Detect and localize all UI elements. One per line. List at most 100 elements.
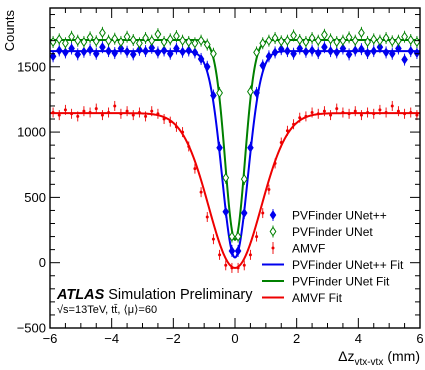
data-point	[80, 36, 88, 48]
data-point	[150, 109, 154, 113]
data-point	[378, 108, 382, 112]
legend-item: AMVF	[271, 242, 325, 256]
data-point	[351, 45, 359, 56]
data-point	[222, 206, 230, 217]
data-point	[185, 45, 193, 56]
y-tick-label: −500	[17, 321, 46, 336]
data-point	[247, 86, 254, 97]
data-point	[222, 172, 230, 183]
data-point	[205, 215, 209, 219]
data-point	[314, 35, 322, 46]
data-point	[259, 60, 267, 71]
data-point	[415, 113, 419, 117]
data-point	[353, 109, 357, 113]
data-point	[92, 48, 100, 59]
data-point	[255, 235, 259, 239]
x-tick-label: −6	[43, 331, 58, 346]
data-point	[240, 208, 248, 218]
data-point	[224, 263, 228, 267]
data-point	[304, 114, 308, 118]
data-point	[310, 110, 314, 114]
legend-swatch	[269, 210, 277, 220]
data-point	[218, 253, 222, 257]
data-point	[339, 35, 347, 46]
data-point	[308, 45, 316, 56]
data-point	[327, 46, 334, 57]
data-point	[321, 29, 328, 40]
data-point	[285, 129, 289, 133]
data-point	[185, 36, 193, 48]
data-point	[279, 141, 283, 145]
data-point	[366, 110, 370, 114]
x-tick-label: 2	[293, 331, 300, 346]
data-point	[137, 110, 141, 114]
data-point	[347, 112, 351, 116]
data-point	[168, 120, 172, 124]
data-point	[390, 104, 394, 108]
data-point	[70, 112, 74, 116]
data-point	[111, 48, 119, 58]
data-point	[271, 47, 279, 58]
legend-label: PVFinder UNet Fit	[292, 275, 390, 289]
data-point	[396, 109, 400, 113]
y-tick-label: 1500	[17, 59, 46, 74]
data-point	[290, 30, 297, 41]
data-point	[193, 167, 197, 171]
data-point	[216, 87, 223, 98]
data-point	[228, 246, 236, 256]
data-point	[99, 27, 106, 38]
data-point	[181, 130, 185, 134]
data-point	[199, 190, 203, 194]
x-tick-label: −2	[166, 331, 181, 346]
data-point	[341, 110, 345, 114]
data-point	[74, 35, 82, 46]
legend-item: AMVF Fit	[262, 291, 343, 305]
data-point	[372, 112, 376, 116]
data-point	[302, 46, 310, 57]
data-point	[82, 109, 86, 113]
data-point	[267, 188, 271, 192]
data-point	[74, 49, 82, 60]
legend: PVFinder UNet++ PVFinder UNet AMVF PVFinder…	[262, 209, 404, 305]
data-point	[384, 110, 388, 114]
data-point	[119, 112, 123, 116]
data-point	[136, 44, 143, 55]
plot-frame	[49, 7, 421, 329]
data-point	[210, 90, 217, 101]
data-point	[62, 47, 69, 58]
legend-swatch	[271, 246, 275, 250]
y-tick-label: 500	[24, 190, 46, 205]
atlas-label: ATLAS	[56, 287, 105, 303]
data-point	[113, 104, 117, 108]
data-point	[148, 42, 156, 53]
data-point	[55, 45, 63, 56]
data-point	[191, 47, 199, 58]
data-point	[277, 44, 285, 55]
conditions-label: √s=13TeV, tt̄, ⟨μ⟩=60	[57, 304, 157, 316]
fit-curve	[50, 39, 420, 242]
data-point	[358, 44, 365, 55]
data-point	[242, 263, 246, 267]
data-point	[216, 142, 223, 153]
data-point	[335, 107, 339, 111]
data-point	[94, 107, 98, 111]
data-point	[203, 61, 211, 72]
data-point	[117, 43, 125, 54]
data-point	[203, 39, 211, 50]
data-point	[290, 48, 297, 59]
data-point	[298, 116, 302, 120]
data-point	[55, 34, 63, 45]
data-point	[345, 49, 353, 60]
data-point	[129, 34, 137, 46]
data-point	[62, 38, 69, 49]
data-point	[63, 108, 67, 112]
data-point	[413, 48, 421, 58]
data-point	[68, 43, 75, 54]
atlas-subtitle: Simulation Preliminary	[108, 287, 253, 303]
data-point	[49, 51, 57, 62]
data-point	[382, 47, 390, 58]
data-point	[123, 46, 131, 57]
data-point	[339, 43, 347, 54]
